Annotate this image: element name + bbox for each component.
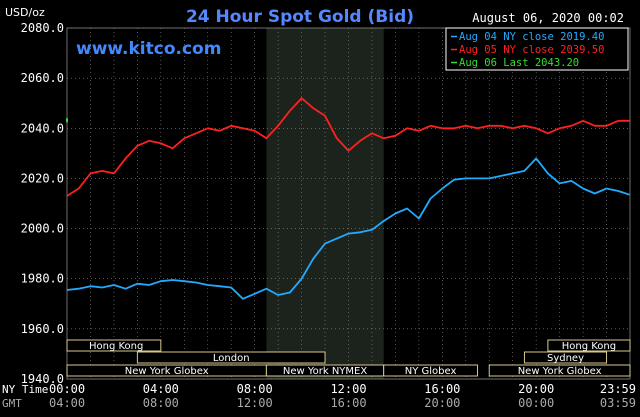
session-bar [523,351,608,364]
legend-entry: Aug 04 NY close 2019.40 [459,31,604,43]
legend-entry: Aug 06 Last 2043.20 [459,57,579,69]
gmt-label: GMT [2,397,22,410]
x-tick-gmt: 16:00 [330,396,366,410]
session-label: New York Globex [518,366,602,377]
chart-title: 24 Hour Spot Gold (Bid) [186,7,414,27]
session-label: London [213,353,250,364]
timestamp: August 06, 2020 00:02 [472,11,624,25]
x-tick-gmt: 20:00 [424,396,460,410]
session-bar [547,339,631,352]
session-bar [66,339,162,352]
legend-entry: Aug 05 NY close 2039.50 [459,44,604,56]
y-tick-label: 2080.0 [21,21,64,35]
y-tick-label: 1940.0 [21,372,64,386]
session-label: New York NYMEX [283,366,368,377]
x-tick-gmt: 00:00 [518,396,554,410]
x-tick-ny: 16:00 [424,382,460,396]
x-tick-gmt: 03:59 [600,396,636,410]
ny-time-label: NY Time [2,383,48,396]
x-tick-ny: 23:59 [600,382,636,396]
x-tick-gmt: 08:00 [143,396,179,410]
x-tick-gmt: 04:00 [49,396,85,410]
x-tick-ny: 20:00 [518,382,554,396]
legend-frame [445,27,629,71]
y-tick-label: 2040.0 [21,121,64,135]
session-label: Sydney [547,353,584,364]
website-label: www.kitco.com [76,39,221,59]
session-label: NY Globex [405,366,457,377]
y-tick-label: 1980.0 [21,272,64,286]
session-label: Hong Kong [562,341,616,352]
plot-border [66,27,631,380]
session-bar [136,351,326,364]
x-tick-ny: 00:00 [49,382,85,396]
x-tick-ny: 08:00 [237,382,273,396]
y-tick-label: 1960.0 [21,322,64,336]
session-label: Hong Kong [89,341,143,352]
y-tick-label: 2000.0 [21,222,64,236]
series-line-aug-05 [66,97,630,197]
unit-label: USD/oz [5,6,45,19]
series-line-aug-06 [66,118,68,123]
session-label: New York Globex [125,366,209,377]
x-tick-gmt: 12:00 [237,396,273,410]
series-line-aug-04 [66,157,630,300]
plot-area: Hong Kong Hong Kong London Sydney New York G… [66,27,631,380]
session-bar [488,364,631,377]
x-tick-ny: 04:00 [143,382,179,396]
y-tick-label: 2020.0 [21,171,64,185]
x-tick-ny: 12:00 [330,382,366,396]
session-bar [383,364,479,377]
y-tick-label: 2060.0 [21,71,64,85]
